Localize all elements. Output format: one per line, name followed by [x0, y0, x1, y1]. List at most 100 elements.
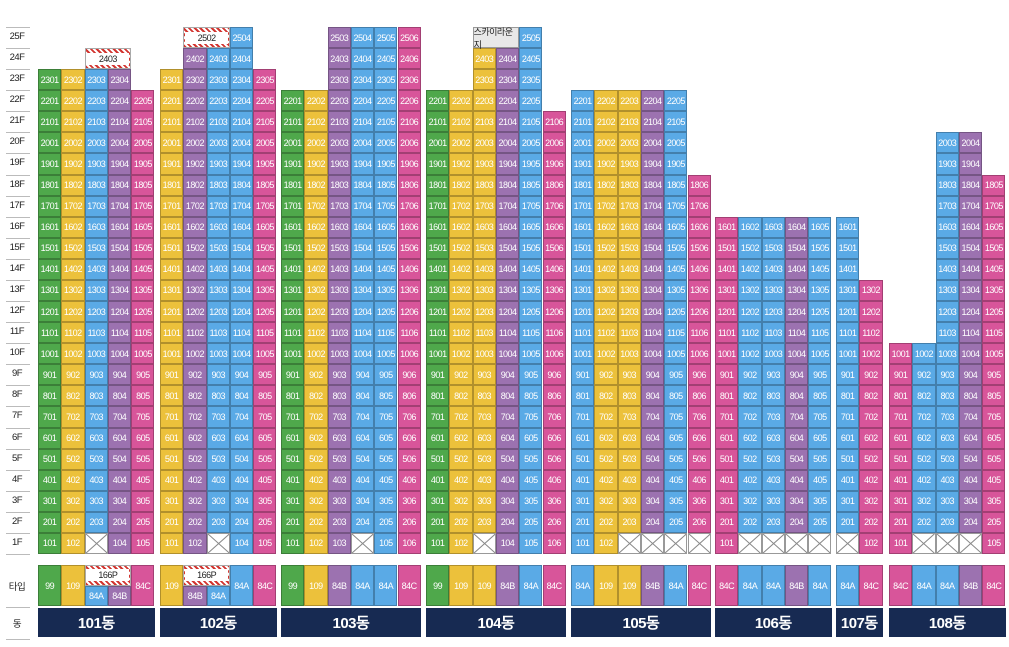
- unit-cell: 405: [131, 469, 155, 491]
- empty-unit: [738, 532, 762, 554]
- unit-cell: 2202: [183, 90, 207, 112]
- unit-cell: 501: [38, 448, 62, 470]
- unit-cell: 1104: [958, 322, 983, 344]
- unit-cell: 1503: [327, 237, 351, 259]
- unit-cell: 2303: [84, 69, 108, 91]
- unit-cell: 1005: [808, 343, 832, 365]
- unit-cell: 804: [495, 385, 520, 407]
- unit-cell: 2303: [206, 69, 230, 91]
- unit-cell: 1101: [571, 322, 595, 344]
- unit-cell: 1505: [253, 237, 277, 259]
- unit-cell: 402: [304, 469, 328, 491]
- unit-cell: 703: [617, 406, 641, 428]
- unit-cell: 806: [542, 385, 566, 407]
- unit-cell: 504: [107, 448, 132, 470]
- unit-cell: 202: [912, 511, 936, 533]
- unit-cell: 101: [281, 532, 305, 554]
- unit-cell: 1805: [253, 174, 277, 196]
- unit-cell: 502: [912, 448, 936, 470]
- unit-cell: 702: [912, 406, 936, 428]
- unit-cell: 404: [958, 469, 983, 491]
- unit-cell: 903: [935, 364, 959, 386]
- unit-cell: 603: [472, 427, 496, 449]
- unit-cell: 1603: [206, 216, 230, 238]
- unit-cell: 1505: [664, 237, 688, 259]
- cross-icon: [809, 533, 831, 553]
- unit-cell: 1605: [664, 216, 688, 238]
- unit-cell: 2102: [449, 111, 473, 133]
- unit-cell: 505: [808, 448, 832, 470]
- unit-cell: 402: [738, 469, 762, 491]
- floor-divider: [6, 639, 30, 640]
- unit-cell: 2004: [107, 132, 132, 154]
- unit-cell: 2404: [495, 48, 520, 70]
- unit-cell: 105: [374, 532, 398, 554]
- floor-label: 2F: [11, 515, 23, 527]
- unit-cell: 1302: [61, 279, 85, 302]
- unit-cell: 2102: [61, 111, 85, 133]
- unit-cell: 2205: [131, 90, 155, 112]
- floor-label: 5F: [11, 452, 23, 464]
- unit-cell: 203: [617, 511, 641, 533]
- unit-cell: 1601: [160, 216, 184, 238]
- unit-cell: 1905: [253, 153, 277, 175]
- unit-cell: 1705: [253, 195, 277, 217]
- unit-cell: 1301: [160, 279, 184, 302]
- unit-cell: 801: [836, 385, 860, 407]
- unit-cell: 1803: [617, 174, 641, 196]
- unit-cell: 2002: [594, 132, 618, 154]
- empty-unit: [206, 532, 230, 554]
- unit-cell: 2006: [542, 132, 566, 154]
- unit-cell: 1705: [131, 195, 155, 217]
- unit-cell: 1602: [304, 216, 328, 238]
- unit-cell: 402: [183, 469, 207, 491]
- unit-cell: 704: [958, 406, 983, 428]
- unit-cell: 1603: [617, 216, 641, 238]
- unit-cell: 2101: [38, 111, 62, 133]
- unit-cell: 1804: [107, 174, 132, 196]
- empty-unit: [935, 532, 959, 554]
- unit-cell: 1505: [374, 237, 398, 259]
- unit-cell: 1701: [160, 195, 184, 217]
- building-name: 105동: [571, 608, 711, 637]
- unit-cell: 2404: [229, 48, 254, 70]
- empty-unit: [472, 532, 496, 554]
- unit-cell: 1601: [281, 216, 305, 238]
- unit-cell: 1003: [327, 343, 351, 365]
- unit-cell: 703: [327, 406, 351, 428]
- special-unit: 2403: [84, 48, 132, 70]
- unit-cell: 1802: [449, 174, 473, 196]
- unit-cell: 1803: [935, 174, 959, 196]
- unit-cell: 403: [472, 469, 496, 491]
- unit-cell: 1402: [594, 258, 618, 280]
- unit-cell: 1401: [160, 258, 184, 280]
- unit-cell: 1205: [519, 301, 543, 323]
- unit-cell: 2306: [397, 69, 421, 91]
- unit-cell: 302: [449, 490, 473, 512]
- unit-cell: 1206: [542, 301, 566, 323]
- cross-icon: [473, 533, 495, 553]
- unit-cell: 604: [350, 427, 375, 449]
- unit-cell: 204: [958, 511, 983, 533]
- unit-cell: 104: [495, 532, 520, 554]
- type-cell: 109: [472, 565, 496, 606]
- floor-divider: [6, 364, 30, 366]
- unit-cell: 2203: [472, 90, 496, 112]
- unit-cell: 903: [472, 364, 496, 386]
- unit-cell: 1601: [426, 216, 450, 238]
- unit-cell: 201: [571, 511, 595, 533]
- type-cell: 84A: [912, 565, 936, 606]
- unit-cell: 801: [426, 385, 450, 407]
- floor-divider: [6, 279, 30, 281]
- unit-cell: 2203: [206, 90, 230, 112]
- unit-cell: 1404: [640, 258, 665, 280]
- unit-cell: 1606: [397, 216, 421, 238]
- unit-cell: 1103: [935, 322, 959, 344]
- unit-cell: 903: [327, 364, 351, 386]
- unit-cell: 2005: [664, 132, 688, 154]
- unit-cell: 1604: [229, 216, 254, 238]
- unit-cell: 203: [84, 511, 108, 533]
- unit-cell: 902: [449, 364, 473, 386]
- unit-cell: 602: [61, 427, 85, 449]
- type-cell: 84C: [859, 565, 883, 606]
